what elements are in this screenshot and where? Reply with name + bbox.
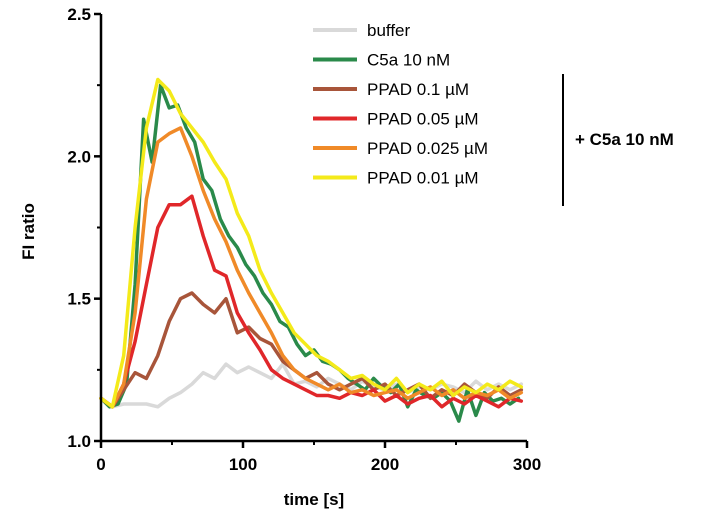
y-tick-label: 1.5 (67, 290, 91, 309)
legend: buffer C5a 10 nM PPAD 0.1 µM PPAD 0.05 µM PP… (313, 21, 488, 188)
legend-label-0: buffer (367, 21, 411, 40)
x-tick-label: 100 (229, 455, 257, 474)
group-label: + C5a 10 nM (575, 130, 674, 149)
x-tick-label: 300 (513, 455, 541, 474)
y-tick-label: 1.0 (67, 432, 91, 451)
x-axis-title: time [s] (284, 490, 344, 509)
series-line-0 (99, 362, 524, 409)
legend-label-2: PPAD 0.1 µM (367, 80, 469, 99)
series-line-3 (99, 194, 524, 409)
plot-lines (99, 77, 524, 423)
x-tick-label: 200 (371, 455, 399, 474)
legend-label-1: C5a 10 nM (367, 51, 450, 70)
x-tick-label: 0 (96, 455, 105, 474)
legend-label-3: PPAD 0.05 µM (367, 110, 479, 129)
legend-label-4: PPAD 0.025 µM (367, 139, 488, 158)
x-ticks: 0 100 200 300 (96, 441, 541, 474)
y-tick-label: 2.0 (67, 147, 91, 166)
y-axis-title: FI ratio (19, 203, 38, 260)
y-ticks: 1.0 1.5 2.0 2.5 (67, 5, 101, 451)
legend-label-5: PPAD 0.01 µM (367, 169, 479, 188)
series-line-5 (99, 77, 524, 409)
y-tick-label: 2.5 (67, 5, 91, 24)
axes: 0 100 200 300 1.0 1.5 2.0 2.5 (67, 5, 541, 474)
